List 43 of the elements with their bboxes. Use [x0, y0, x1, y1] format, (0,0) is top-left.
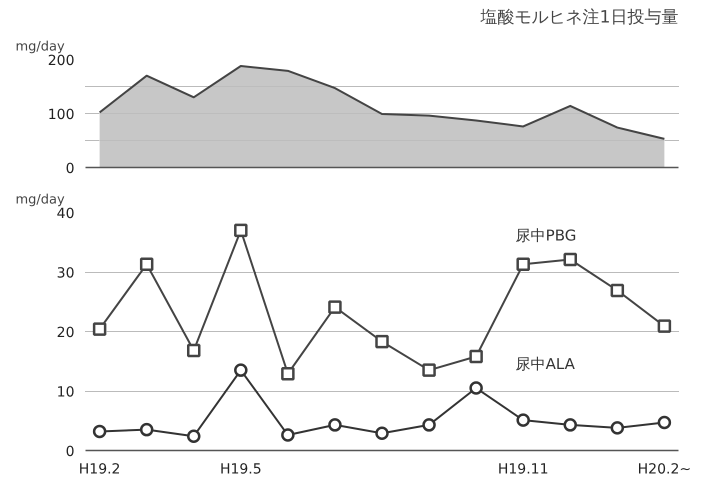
point — [234, 224, 248, 238]
point — [375, 426, 389, 440]
point — [92, 424, 106, 438]
series-label: 尿中PBG — [516, 226, 576, 245]
x-tick-label: H20.2~ — [638, 462, 692, 478]
point — [469, 381, 483, 395]
y-tick-label: 0 — [66, 444, 75, 460]
point — [281, 366, 295, 380]
x-tick-label: H19.5 — [220, 462, 262, 478]
point — [658, 319, 672, 333]
y-tick-label: 200 — [48, 53, 75, 69]
point — [328, 300, 342, 314]
y-tick-label: 0 — [66, 161, 75, 177]
x-tick-label: H19.11 — [498, 462, 548, 478]
point — [658, 416, 672, 430]
point — [92, 322, 106, 336]
point — [422, 418, 436, 432]
point — [469, 350, 483, 364]
text: 尿中ALA — [516, 355, 576, 374]
y-axis-title: mg/day — [16, 192, 66, 208]
point — [328, 418, 342, 432]
y-tick-label: 40 — [56, 206, 75, 222]
chart-title: 塩酸モルヒネ注1日投与量 — [480, 8, 679, 28]
y-axis-title: mg/day — [16, 40, 66, 54]
point — [610, 421, 624, 435]
point — [140, 422, 154, 436]
point — [516, 258, 530, 272]
point — [516, 413, 530, 427]
point — [422, 363, 436, 377]
point — [610, 284, 624, 298]
point — [140, 258, 154, 272]
x-tick-label: H19.2 — [78, 462, 120, 478]
point — [186, 344, 200, 358]
point — [186, 429, 200, 443]
y-tick-label: 10 — [56, 384, 75, 400]
point — [564, 252, 578, 266]
y-tick-label: 30 — [56, 266, 75, 282]
point — [564, 418, 578, 432]
point — [375, 334, 389, 348]
point — [234, 363, 248, 377]
y-tick-label: 20 — [56, 325, 75, 341]
point — [281, 428, 295, 442]
y-tick-label: 100 — [48, 107, 75, 123]
